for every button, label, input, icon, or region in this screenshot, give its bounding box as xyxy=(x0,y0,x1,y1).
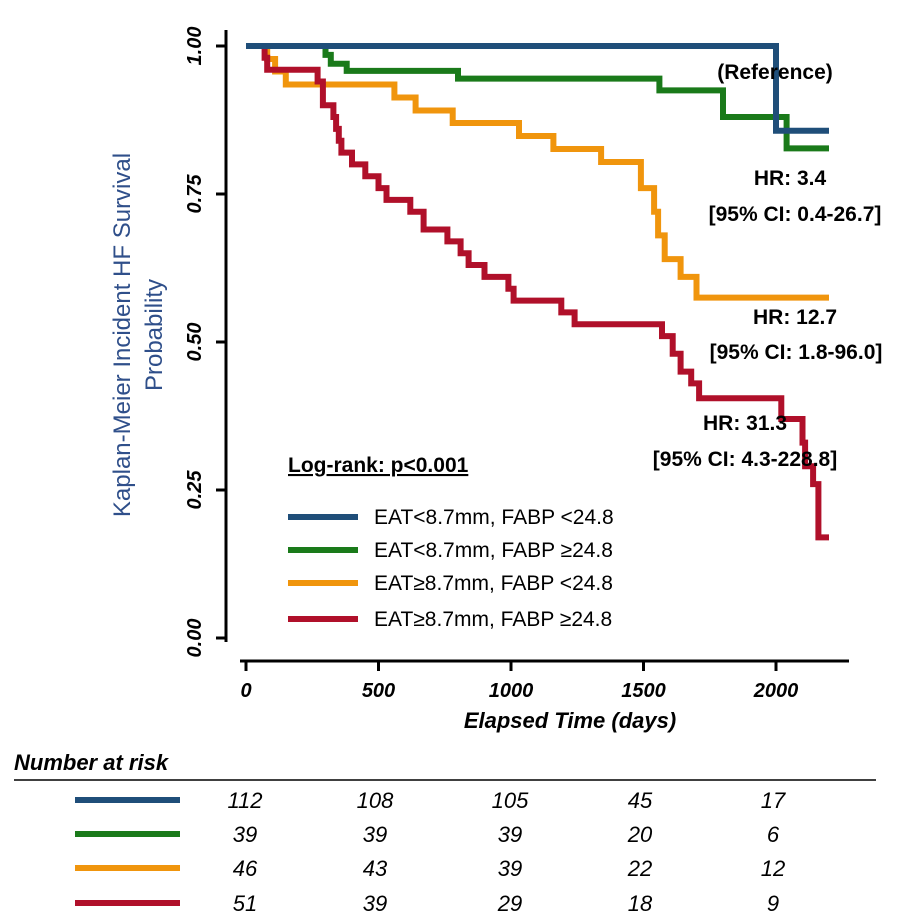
risk-cell: 45 xyxy=(628,788,653,813)
risk-cell: 39 xyxy=(363,822,387,847)
hr-label-2: HR: 12.7 xyxy=(753,306,837,329)
ci-label-1: [95% CI: 0.4-26.7] xyxy=(709,203,882,226)
survival-curve-4 xyxy=(246,43,829,541)
risk-cell: 39 xyxy=(363,891,387,916)
y-tick-label: 0.75 xyxy=(184,174,206,214)
risk-cell: 112 xyxy=(227,788,262,813)
x-tick-label: 1000 xyxy=(489,680,534,702)
ci-label-3: [95% CI: 4.3-228.8] xyxy=(653,448,837,471)
risk-cell: 43 xyxy=(363,856,388,881)
risk-cell: 105 xyxy=(492,788,529,813)
risk-cell: 20 xyxy=(627,822,653,847)
survival-curve-3 xyxy=(246,43,829,301)
risk-cell: 9 xyxy=(767,891,779,916)
risk-cell: 17 xyxy=(761,788,786,813)
risk-cell: 29 xyxy=(497,891,522,916)
survival-curve-2 xyxy=(246,43,829,152)
legend-label-1: EAT<8.7mm, FABP <24.8 xyxy=(374,506,614,529)
y-tick-label: 1.00 xyxy=(184,27,206,66)
reference-label: (Reference) xyxy=(717,61,833,84)
survival-curves xyxy=(246,43,829,541)
legend: EAT<8.7mm, FABP <24.8 EAT<8.7mm, FABP ≥24… xyxy=(288,506,614,631)
risk-table: 112 108 105 45 17 39 39 39 20 6 46 43 39 22 12 51 39 29 18… xyxy=(75,788,786,916)
y-tick-label: 0.50 xyxy=(184,323,206,362)
survival-curve-1 xyxy=(246,43,829,134)
x-tick-label: 2000 xyxy=(753,680,799,702)
legend-label-3: EAT≥8.7mm, FABP <24.8 xyxy=(374,572,613,595)
y-ticks: 0.00 0.25 0.50 0.75 1.00 xyxy=(184,27,226,658)
y-axis-label-line1: Kaplan-Meier Incident HF Survival xyxy=(109,153,136,517)
risk-cell: 39 xyxy=(498,822,522,847)
y-axis-label-line2: Probability xyxy=(141,279,168,391)
risk-cell: 51 xyxy=(233,891,257,916)
risk-cell: 12 xyxy=(761,856,785,881)
risk-cell: 108 xyxy=(357,788,394,813)
risk-cell: 39 xyxy=(233,822,257,847)
x-axis-label: Elapsed Time (days) xyxy=(464,708,676,733)
risk-cell: 18 xyxy=(628,891,653,916)
x-tick-label: 1500 xyxy=(621,680,666,702)
hr-label-3: HR: 31.3 xyxy=(703,412,787,435)
x-ticks: 0 500 1000 1500 2000 xyxy=(240,661,798,702)
hr-label-1: HR: 3.4 xyxy=(754,167,827,190)
legend-label-4: EAT≥8.7mm, FABP ≥24.8 xyxy=(374,608,612,631)
y-tick-label: 0.25 xyxy=(184,470,206,510)
risk-table-title: Number at risk xyxy=(14,750,170,775)
risk-cell: 22 xyxy=(627,856,652,881)
risk-cell: 39 xyxy=(498,856,522,881)
risk-cell: 6 xyxy=(767,822,780,847)
log-rank-label: Log-rank: p<0.001 xyxy=(288,454,469,477)
x-tick-label: 500 xyxy=(362,680,395,702)
ci-label-2: [95% CI: 1.8-96.0] xyxy=(710,341,883,364)
risk-cell: 46 xyxy=(233,856,258,881)
y-tick-label: 0.00 xyxy=(184,619,206,658)
x-tick-label: 0 xyxy=(240,680,251,702)
legend-label-2: EAT<8.7mm, FABP ≥24.8 xyxy=(374,539,613,562)
